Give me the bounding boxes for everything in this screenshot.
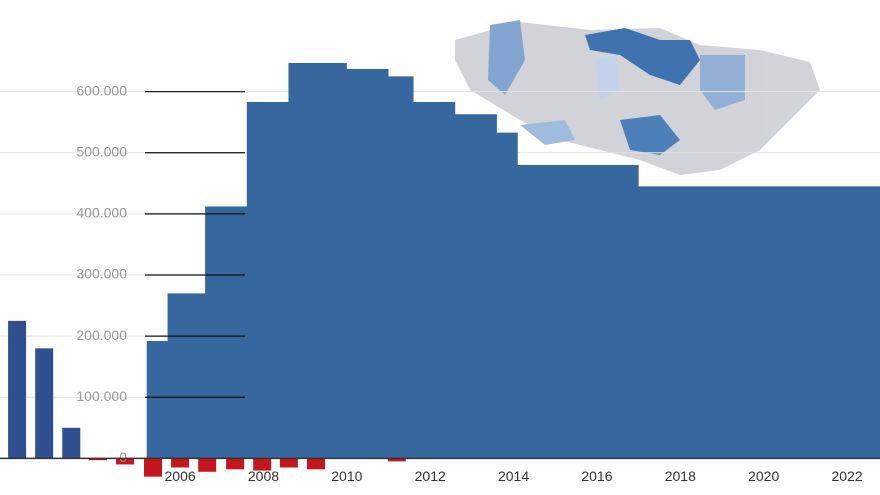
bar	[62, 427, 81, 459]
bar	[116, 458, 135, 465]
x-tick-label: 2016	[581, 468, 612, 484]
y-tick-label: 300.000	[76, 266, 127, 282]
bar	[171, 458, 190, 468]
bar	[198, 458, 217, 472]
bar	[8, 320, 27, 459]
x-tick-label: 2022	[831, 468, 862, 484]
map-decoration	[455, 20, 820, 175]
x-tick-label: 2020	[748, 468, 779, 484]
bar	[279, 458, 298, 468]
step-area	[146, 62, 880, 459]
x-tick-label: 2014	[498, 468, 529, 484]
x-tick-label: 2008	[248, 468, 279, 484]
bar	[226, 458, 245, 470]
y-tick-label: 100.000	[76, 388, 127, 404]
y-tick-label: 500.000	[76, 143, 127, 159]
y-tick-label: 200.000	[76, 327, 127, 343]
bar	[35, 348, 54, 459]
bar	[387, 458, 406, 462]
y-tick-label: 400.000	[76, 205, 127, 221]
bar	[143, 458, 162, 477]
x-tick-label: 2012	[415, 468, 446, 484]
bar	[306, 458, 325, 470]
x-tick-label: 2006	[165, 468, 196, 484]
x-tick-label: 2018	[665, 468, 696, 484]
bar	[88, 458, 107, 461]
y-tick-label: 0	[119, 449, 127, 465]
bar	[253, 458, 272, 471]
x-tick-label: 2010	[331, 468, 362, 484]
y-tick-label: 600.000	[76, 82, 127, 98]
